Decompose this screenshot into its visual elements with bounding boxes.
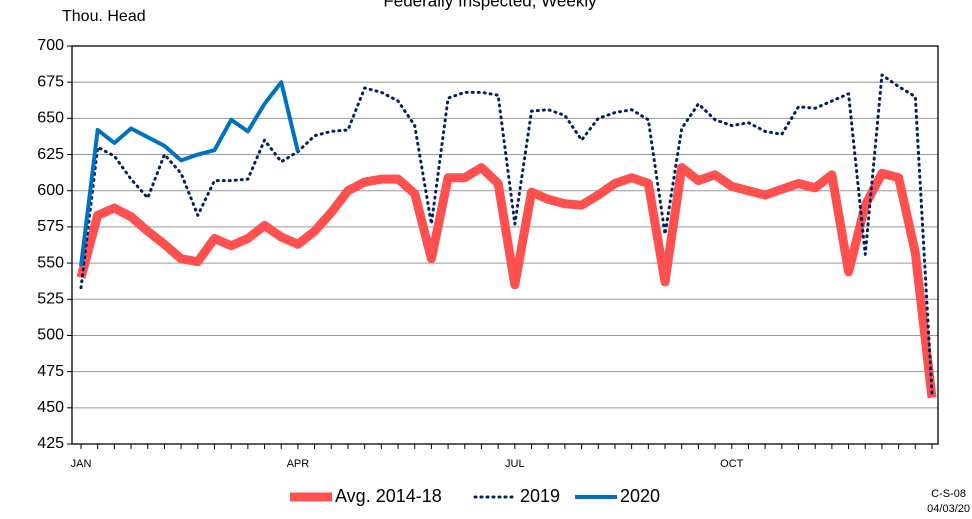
y-tick-label: 650 <box>37 110 64 127</box>
y-tick-label: 550 <box>37 254 64 271</box>
y-tick-label: 675 <box>37 73 64 90</box>
note: 04/03/20 <box>927 503 970 515</box>
y-tick-label: 600 <box>37 182 64 199</box>
note: C-S-08 <box>931 488 966 500</box>
x-tick-label: OCT <box>720 458 744 470</box>
series-line <box>79 80 300 267</box>
y-tick-label: 450 <box>37 399 64 416</box>
x-tick-label: JUL <box>505 458 525 470</box>
x-tick-label: JAN <box>71 458 92 470</box>
legend-label: 2019 <box>520 486 560 506</box>
chart-title: Federally Inspected, Weekly <box>383 0 597 10</box>
y-axis-label: Thou. Head <box>62 8 146 25</box>
plot-frame <box>71 45 939 445</box>
y-tick-label: 425 <box>37 435 64 452</box>
series-line <box>79 73 934 395</box>
y-tick-label: 700 <box>37 37 64 54</box>
legend-label: Avg. 2014-18 <box>335 486 442 506</box>
y-tick-label: 475 <box>37 363 64 380</box>
x-tick-label: APR <box>287 458 310 470</box>
y-tick-label: 500 <box>37 327 64 344</box>
y-tick-label: 525 <box>37 290 64 307</box>
y-tick-label: 625 <box>37 146 64 163</box>
series-line <box>76 163 937 399</box>
y-tick-label: 575 <box>37 218 64 235</box>
legend-label: 2020 <box>620 486 660 506</box>
